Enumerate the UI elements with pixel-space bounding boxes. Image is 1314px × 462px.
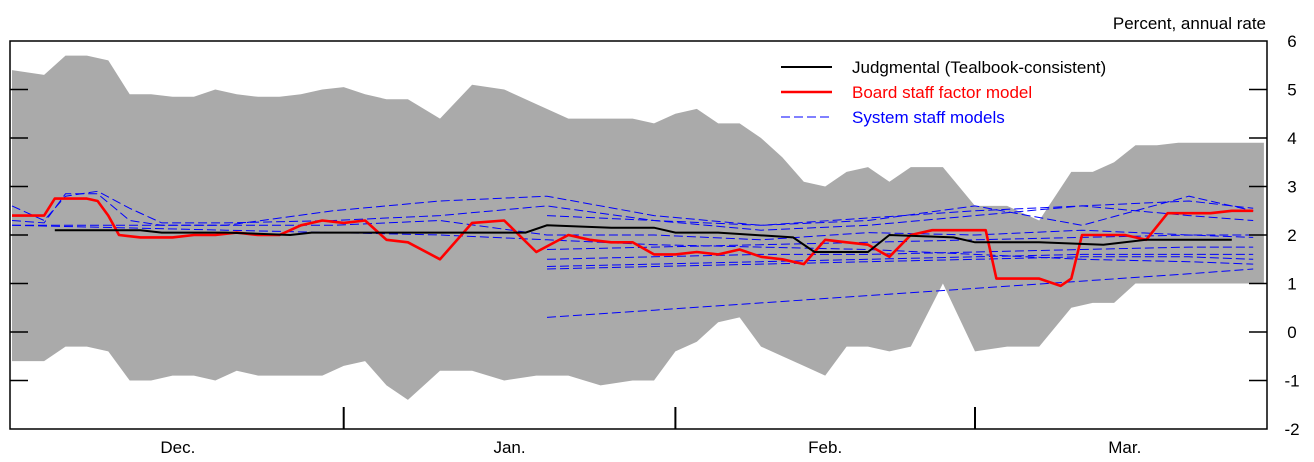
x-axis-month-labels: Dec. Jan. Feb. Mar. <box>160 438 1141 457</box>
legend-label: System staff models <box>852 108 1005 127</box>
month-label: Mar. <box>1108 438 1141 457</box>
plot-area <box>12 56 1264 400</box>
month-label: Jan. <box>493 438 525 457</box>
y-tick-label: 4 <box>1287 129 1296 148</box>
legend-label: Judgmental (Tealbook-consistent) <box>852 58 1106 77</box>
y-tick-label: 1 <box>1287 275 1296 294</box>
month-label: Dec. <box>160 438 195 457</box>
unit-label: Percent, annual rate <box>1113 14 1266 33</box>
y-tick-label: 3 <box>1287 178 1296 197</box>
y-tick-label: 5 <box>1287 81 1296 100</box>
legend: Judgmental (Tealbook-consistent) Board st… <box>781 58 1106 127</box>
month-label: Feb. <box>808 438 842 457</box>
legend-label: Board staff factor model <box>852 83 1032 102</box>
y-tick-label: 2 <box>1287 226 1296 245</box>
y-axis-tick-labels: -2 -1 0 1 2 3 4 5 6 <box>1284 32 1299 439</box>
y-tick-label: -1 <box>1284 372 1299 391</box>
y-tick-label: 6 <box>1287 32 1296 51</box>
y-tick-label: -2 <box>1284 420 1299 439</box>
month-ticks <box>344 407 975 429</box>
y-tick-label: 0 <box>1287 323 1296 342</box>
